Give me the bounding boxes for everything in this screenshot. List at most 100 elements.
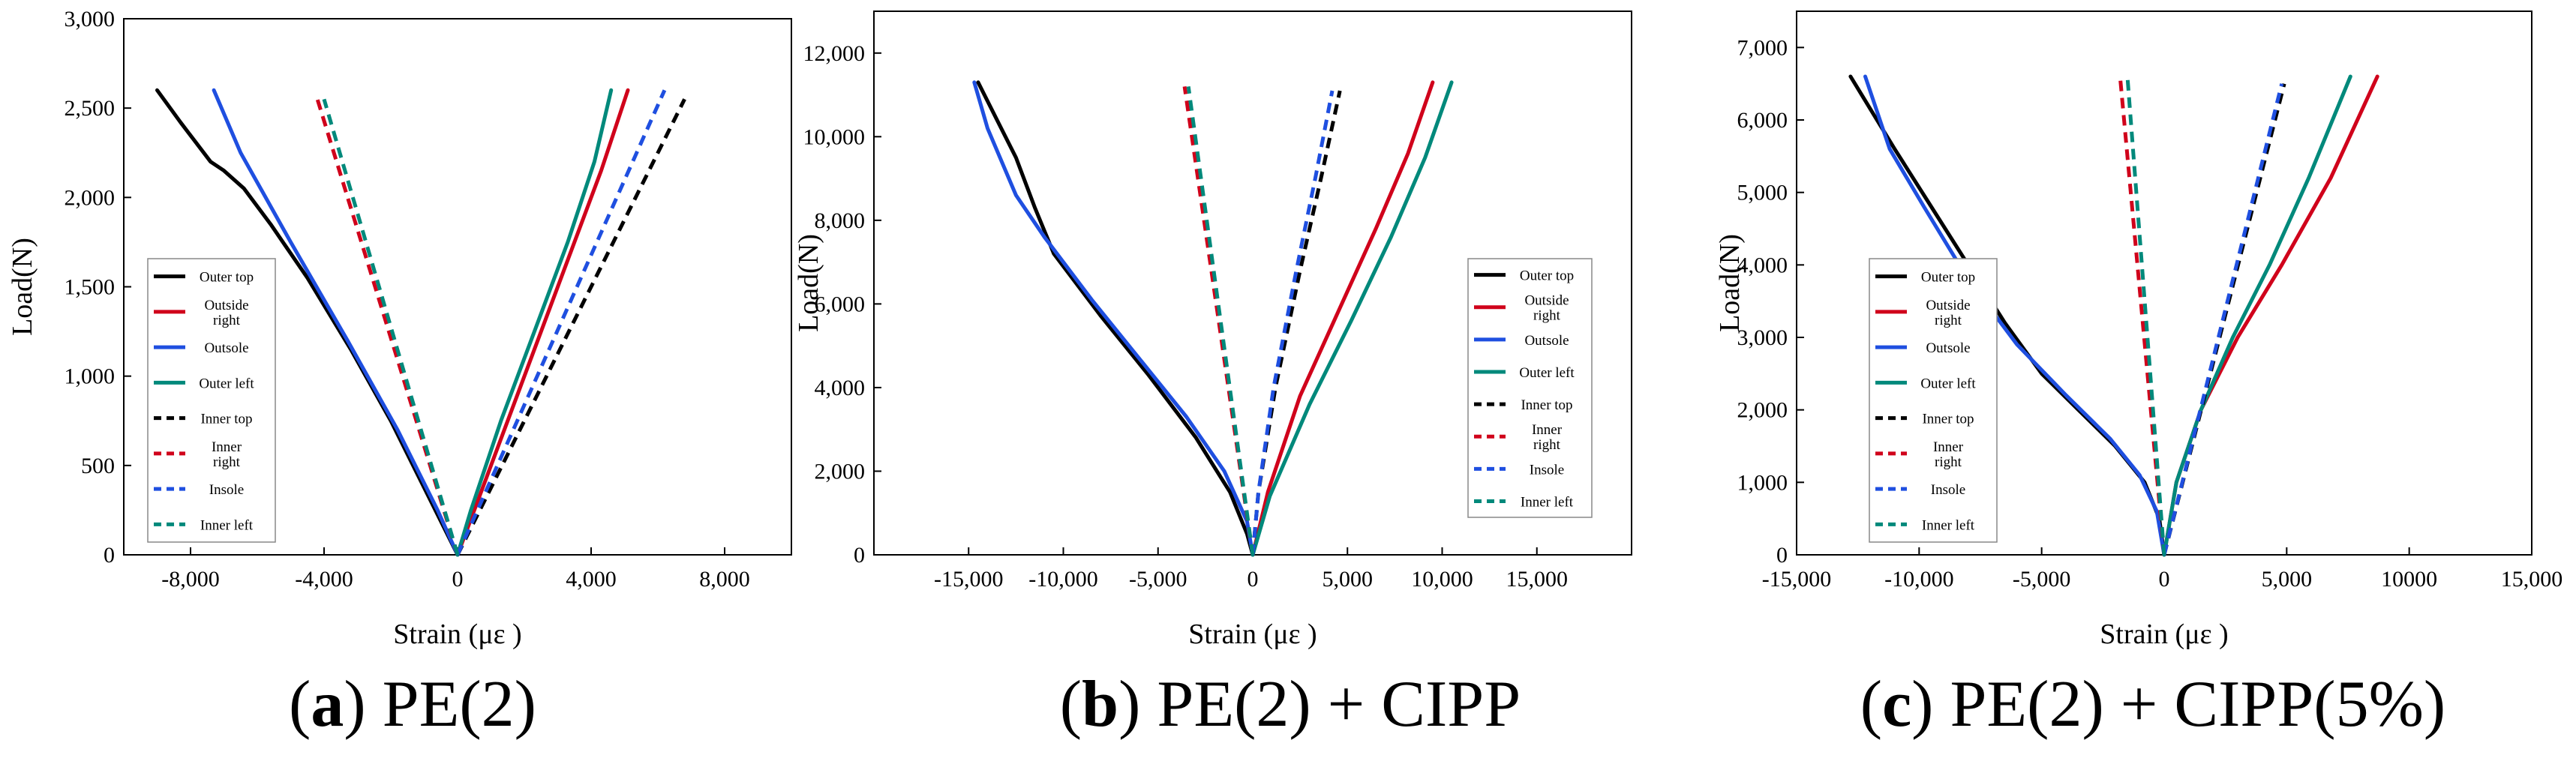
legend-label: Inner left <box>200 517 254 533</box>
y-tick-label: 5,000 <box>1737 181 1788 205</box>
y-tick-label: 10,000 <box>803 124 866 149</box>
x-axis-label: Strain (με ) <box>393 619 521 650</box>
series-line-outer-left <box>1250 80 1454 557</box>
caption-a-letter: a <box>311 668 344 741</box>
series-line-outsole <box>212 88 460 557</box>
x-tick-label: 8,000 <box>699 567 750 592</box>
legend-label: Inner top <box>1521 397 1572 413</box>
legend-label: Outer left <box>1519 365 1575 381</box>
legend-label: Inner <box>1933 439 1964 455</box>
series-line-outsole <box>972 80 1255 557</box>
caption-b: (b) PE(2) + CIPP <box>1059 668 1521 741</box>
x-tick-label: 10,000 <box>1411 567 1473 592</box>
series-line-inner-left <box>1186 86 1255 556</box>
y-axis-label: Load(N) <box>793 234 824 332</box>
series-line-inner-top <box>455 98 686 556</box>
x-tick-label: -15,000 <box>934 567 1004 592</box>
series-line-outer-left <box>455 88 614 557</box>
y-tick-label: 0 <box>1776 543 1788 568</box>
x-axis-label: Strain (με ) <box>1188 619 1317 650</box>
legend-label: right <box>1533 308 1561 324</box>
y-tick-label: 7,000 <box>1737 35 1788 60</box>
legend-label: Insole <box>209 482 244 498</box>
legend-label: Outside <box>1926 298 1970 313</box>
series-line-outside-right <box>2162 74 2379 557</box>
x-tick-label: 5,000 <box>2262 567 2313 592</box>
y-axis-label: Load(N) <box>7 238 38 336</box>
legend-label: Outside <box>204 298 248 313</box>
y-tick-label: 0 <box>854 543 865 568</box>
chart-a-plot: -8,000 -4,000 0 4,000 8,000 0 500 1,000 1,500 2,0… <box>7 7 792 650</box>
y-tick-label: 3,000 <box>65 7 116 31</box>
x-tick-label: 10000 <box>2381 567 2437 592</box>
legend-label: right <box>1935 313 1962 328</box>
legend-label: Inner <box>212 439 242 455</box>
y-tick-label: 2,000 <box>1737 398 1788 423</box>
series-line-insole <box>2162 83 2284 556</box>
x-tick-label: 4,000 <box>566 567 617 592</box>
caption-b-letter: b <box>1082 668 1119 741</box>
legend-label: Outside <box>1524 293 1569 309</box>
y-tick-label: 3,000 <box>1737 325 1788 350</box>
caption-a-text: PE(2) <box>382 668 536 741</box>
x-tick-label: 0 <box>452 567 464 592</box>
legend-label: right <box>213 313 241 328</box>
legend-label: right <box>1935 454 1962 470</box>
x-tick-label: -10,000 <box>1884 567 1954 592</box>
legend-label: Outer top <box>1921 270 1975 286</box>
series-line-inner-left <box>322 98 460 556</box>
series-line-outside-right <box>455 88 630 557</box>
series-line-insole <box>455 89 667 556</box>
y-tick-label: 1,500 <box>65 275 116 300</box>
y-tick-label: 2,000 <box>815 459 866 484</box>
series-line-outer-top <box>155 88 460 557</box>
x-tick-label: -4,000 <box>295 567 353 592</box>
caption-b-text: PE(2) + CIPP <box>1157 668 1521 741</box>
y-tick-label: 2,500 <box>65 96 116 121</box>
y-tick-label: 6,000 <box>815 292 866 316</box>
x-tick-label: 0 <box>1247 567 1259 592</box>
legend-label: right <box>1533 437 1561 453</box>
x-tick-label: -5,000 <box>2013 567 2071 592</box>
caption-a: (a) PE(2) <box>289 668 536 741</box>
y-tick-label: 4,000 <box>1737 253 1788 277</box>
legend-label: Outer top <box>1520 268 1574 284</box>
x-tick-label: -15,000 <box>1762 567 1832 592</box>
legend-label: Outsole <box>1926 340 1970 356</box>
legend-label: Inner top <box>1922 412 1974 427</box>
x-axis-label: Strain (με ) <box>2100 619 2228 650</box>
legend-label: Outer left <box>199 376 254 391</box>
chart-c-plot: -15,000 -10,000 -5,000 0 5,000 10000 15,000 0 1,… <box>1714 10 2562 650</box>
legend-box <box>1467 258 1593 518</box>
caption-c-text: PE(2) + CIPP(5%) <box>1950 668 2446 741</box>
legend-label: Inner <box>1532 422 1563 438</box>
x-tick-label: -8,000 <box>161 567 220 592</box>
y-tick-label: 1,000 <box>65 364 116 389</box>
y-tick-label: 8,000 <box>815 208 866 233</box>
legend-label: Insole <box>1931 482 1965 498</box>
y-tick-label: 2,000 <box>65 185 116 210</box>
legend-label: Inner left <box>1521 494 1574 510</box>
x-tick-label: -5,000 <box>1129 567 1187 592</box>
caption-c-letter: c <box>1882 668 1912 741</box>
series-line-outsole <box>1863 74 2166 557</box>
legend-label: Outer top <box>200 270 254 286</box>
legend-label: Outer left <box>1920 376 1976 391</box>
y-tick-label: 500 <box>81 454 115 478</box>
caption-c: (c) PE(2) + CIPP(5%) <box>1860 668 2446 741</box>
x-tick-label: 15,000 <box>1506 567 1569 592</box>
legend-label: Inner left <box>1922 517 1975 533</box>
legend-label: Outsole <box>204 340 248 356</box>
legend-box <box>1869 258 1998 543</box>
series-line-outer-top <box>976 80 1255 557</box>
chart-b-plot: -15,000 -10,000 -5,000 0 5,000 10,000 15,000 0 2… <box>793 10 1632 650</box>
y-tick-label: 1,000 <box>1737 470 1788 495</box>
y-tick-label: 0 <box>104 543 115 568</box>
legend-label: right <box>213 454 241 470</box>
series-line-outer-left <box>2162 74 2352 557</box>
